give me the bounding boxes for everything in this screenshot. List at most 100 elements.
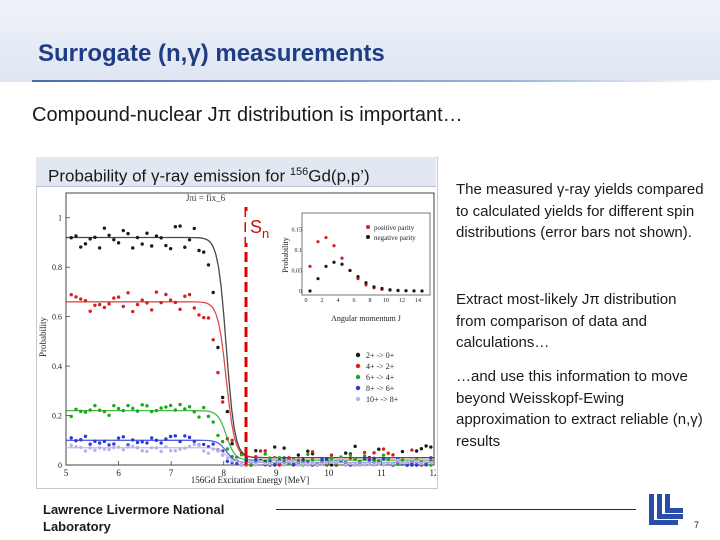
series-2plus-point [211,290,215,295]
series-4plus-point [187,292,192,297]
series-6plus-point [192,410,196,414]
series-6plus-point [220,439,225,444]
caption-pre: Probability of γ-ray emission for [48,166,290,186]
series-6plus-point [69,414,73,419]
series-10plus-point [414,459,419,463]
series-4plus-point [310,450,315,454]
inset-negative-point [340,262,344,266]
series-10plus-point [291,459,296,463]
inset-negative-point [404,289,408,293]
series-10plus-point [126,445,130,449]
series-4plus-point [263,449,267,453]
series-2plus-point [424,444,428,448]
y-tick-label: 0.4 [52,362,62,371]
series-10plus-point [263,461,267,466]
series-10plus-point [206,451,211,456]
x-tick-label: 9 [274,468,279,478]
series-10plus-point [334,460,338,465]
series-6plus-curve [66,409,434,461]
series-10plus-point [429,461,433,465]
inset-negative-point [388,288,392,292]
inset-legend-negative: negative parity [374,234,416,242]
header-band [0,0,720,82]
inset-ticks: 0 2 4 6 8 10 12 14 0.15 0.1 0.05 0 [292,227,422,304]
series-10plus-point [149,446,154,450]
inset-negative-point [332,260,336,264]
legend-item-3: 6+ -> 4+ [366,373,395,382]
inset-x-tick: 4 [337,298,340,304]
series-4plus-point [168,298,173,302]
series-4plus-point [183,294,187,298]
series-6plus-point [97,408,102,412]
series-10plus-point [296,463,301,467]
series-4plus-point [88,309,92,313]
series-2plus-point [88,237,92,241]
series-6plus-point [206,414,211,419]
series-8plus-point [367,458,372,462]
series-4plus-point [149,308,154,312]
series-4plus-point [107,302,111,306]
series-4plus-point [83,299,88,303]
inset-x-label: Angular momentum J [331,314,401,323]
series-2plus-point [220,395,225,400]
series-4plus-point [173,300,178,305]
series-2plus-point [159,236,163,240]
right-paragraph-3: …and use this information to move beyond… [456,368,703,450]
inset-negative-point [348,268,352,273]
inset-y-tick: 0.05 [292,268,303,274]
series-10plus-point [410,457,414,462]
series-6plus-point [216,433,220,438]
series-4plus-point [277,463,282,467]
series-2plus-point [206,263,211,267]
series-10plus-point [79,445,83,450]
series-10plus-point [424,459,428,463]
page-number: 7 [694,520,700,530]
series-4plus-point [287,456,291,460]
series-10plus-point [282,463,286,467]
series-6plus-point [116,406,121,411]
series-10plus-point [159,449,163,454]
series-2plus-point [187,238,192,242]
series-2plus-point [429,445,433,449]
legend-item-4: 8+ -> 6+ [366,384,395,393]
series-10plus-point [235,457,239,461]
series-8plus-point [178,439,182,444]
y-axis-label: Probability [38,317,48,357]
series-2plus-point [107,233,111,237]
series-8plus-point [149,436,154,440]
inset-negative-point [316,277,320,281]
plot-title: Jπi = fix_6 [186,193,226,203]
series-4plus-point [197,313,201,317]
series-2plus-point [121,228,126,233]
x-tick-label: 5 [64,468,69,478]
series-2plus-point [126,231,130,236]
legend-item-1: 2+ -> 0+ [366,351,395,360]
series-10plus-point [343,463,348,467]
series-10plus-point [102,447,107,451]
series-6plus-point [263,452,267,456]
inset-negative-point [364,281,368,285]
series-2plus-point [79,245,83,249]
inset-negative-point [356,275,360,279]
series-10plus-point [145,449,149,454]
series-10plus-point [367,462,372,466]
series-4plus-point [140,298,144,302]
series-2plus-point [282,446,286,450]
main-legend: 2+ -> 0+ 4+ -> 2+ 6+ -> 4+ 8+ -> 6+ 10+ … [355,351,399,404]
right-paragraph-1: The measured γ-ray yields compared to ca… [456,181,704,241]
series-8plus-point [192,439,196,444]
series-10plus-point [358,463,362,467]
series-8plus-point [414,463,419,467]
footer-org: Lawrence Livermore National Laboratory [43,502,225,534]
series-8plus-point [211,442,215,446]
series-8plus-point [145,441,149,445]
caption-post: Gd(p,p’) [308,166,370,186]
series-4plus-point [192,306,196,310]
inset-positive-point [340,256,344,260]
series-10plus-point [386,461,390,465]
series-8plus-point [187,435,192,440]
inset-y-tick: 0 [299,289,302,295]
series-4plus-point [74,295,78,299]
series-2plus-point [377,447,381,451]
header-rule [32,80,720,82]
